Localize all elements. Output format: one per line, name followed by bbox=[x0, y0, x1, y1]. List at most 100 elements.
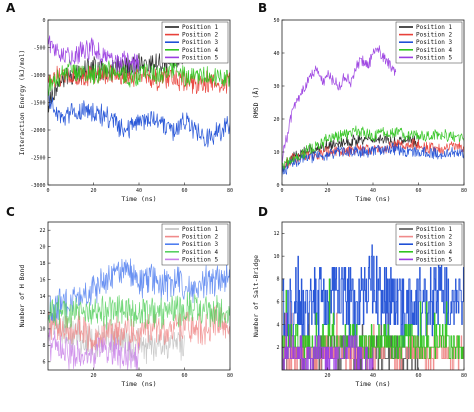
x-axis-label: Time (ns) bbox=[121, 195, 156, 203]
x-tick-label: 60 bbox=[415, 188, 421, 194]
y-tick-label: 0 bbox=[276, 183, 279, 189]
y-tick-label: 14 bbox=[39, 294, 45, 300]
x-tick-label: 20 bbox=[324, 373, 330, 379]
plot-area bbox=[282, 45, 464, 177]
y-tick-label: 22 bbox=[39, 228, 45, 234]
x-tick-label: 40 bbox=[370, 373, 376, 379]
y-tick-label: 8 bbox=[42, 343, 45, 349]
legend-label: Position 4 bbox=[182, 47, 219, 54]
y-tick-label: 10 bbox=[273, 254, 279, 260]
x-axis-label: Time (ns) bbox=[355, 380, 390, 388]
legend-label: Position 1 bbox=[416, 226, 453, 233]
series-line-3 bbox=[282, 244, 464, 348]
x-tick-label: 40 bbox=[136, 373, 142, 379]
series-line-4 bbox=[48, 291, 230, 330]
y-tick-label: 30 bbox=[273, 84, 279, 90]
y-tick-label: 4 bbox=[276, 322, 279, 328]
series-line-3 bbox=[48, 91, 230, 148]
panel-letter: B bbox=[258, 1, 267, 15]
legend-label: Position 3 bbox=[416, 241, 453, 248]
x-tick-label: 60 bbox=[181, 188, 187, 194]
y-tick-label: 10 bbox=[39, 327, 45, 333]
x-tick-label: 80 bbox=[227, 373, 233, 379]
y-tick-label: -2500 bbox=[30, 155, 45, 161]
x-tick-label: 80 bbox=[461, 188, 467, 194]
x-tick-label: 40 bbox=[136, 188, 142, 194]
panel-b: B 0 20 40 60 80 0 10 20 30 40 50 Time (ns) RMSD (Å) Po… bbox=[251, 1, 467, 203]
y-tick-label: 20 bbox=[39, 244, 45, 250]
series-line-5 bbox=[48, 328, 140, 370]
plot-area bbox=[282, 244, 464, 370]
x-tick-label: 0 bbox=[46, 188, 49, 194]
y-tick-label: 8 bbox=[276, 277, 279, 283]
legend-label: Position 5 bbox=[182, 54, 219, 61]
y-tick-label: 20 bbox=[273, 117, 279, 123]
panel-a: A 0 20 40 60 80 0 -500 -1000 -1500 -2000 -2500 -3000… bbox=[6, 1, 233, 203]
x-tick-label: 20 bbox=[324, 188, 330, 194]
y-tick-label: 12 bbox=[39, 310, 45, 316]
y-tick-label: 50 bbox=[273, 18, 279, 24]
legend-label: Position 1 bbox=[416, 24, 453, 31]
y-tick-label: 6 bbox=[276, 299, 279, 305]
panel-letter: C bbox=[6, 205, 15, 219]
x-tick-label: 20 bbox=[90, 373, 96, 379]
y-tick-label: -2000 bbox=[30, 128, 45, 134]
x-tick-label: 0 bbox=[280, 188, 283, 194]
legend-label: Position 4 bbox=[416, 47, 453, 54]
y-tick-label: -1000 bbox=[30, 73, 45, 79]
x-axis-label: Time (ns) bbox=[121, 380, 156, 388]
panel-c: C 20 40 60 80 6 8 10 12 14 16 18 20 22 Time (ns) Number… bbox=[6, 205, 233, 388]
series-line-5 bbox=[48, 35, 140, 75]
y-tick-label: 2 bbox=[276, 345, 279, 351]
x-tick-label: 60 bbox=[181, 373, 187, 379]
y-tick-label: 16 bbox=[39, 277, 45, 283]
y-tick-label: 0 bbox=[42, 18, 45, 24]
y-axis-label: Number of Salt-Bridge bbox=[252, 255, 260, 337]
plot-area bbox=[48, 258, 230, 370]
legend-label: Position 4 bbox=[416, 249, 453, 256]
panel-letter: A bbox=[6, 1, 16, 15]
x-tick-label: 40 bbox=[370, 188, 376, 194]
y-axis-label: Interaction Energy (kJ/mol) bbox=[18, 50, 26, 156]
legend-label: Position 5 bbox=[182, 256, 219, 263]
y-tick-label: 40 bbox=[273, 51, 279, 57]
legend-label: Position 2 bbox=[182, 32, 219, 39]
legend-label: Position 2 bbox=[416, 234, 453, 241]
series-line-4 bbox=[282, 278, 464, 360]
y-tick-label: -1500 bbox=[30, 100, 45, 106]
x-tick-label: 80 bbox=[227, 188, 233, 194]
legend-label: Position 2 bbox=[416, 32, 453, 39]
y-tick-label: -3000 bbox=[30, 183, 45, 189]
legend-label: Position 1 bbox=[182, 24, 219, 31]
series-line-4 bbox=[282, 125, 464, 170]
y-tick-label: 12 bbox=[273, 231, 279, 237]
panel-letter: D bbox=[258, 205, 268, 219]
legend-label: Position 4 bbox=[182, 249, 219, 256]
y-tick-label: 6 bbox=[42, 360, 45, 366]
legend-label: Position 2 bbox=[182, 234, 219, 241]
legend-label: Position 1 bbox=[182, 226, 219, 233]
legend-label: Position 5 bbox=[416, 54, 453, 61]
series-line-3 bbox=[48, 258, 230, 322]
x-tick-label: 20 bbox=[90, 188, 96, 194]
series-line-5 bbox=[282, 45, 397, 165]
x-tick-label: 80 bbox=[461, 373, 467, 379]
panel-d: D 20 40 60 80 2 4 6 8 10 12 Time (ns) Number of Salt… bbox=[252, 205, 467, 388]
legend-label: Position 5 bbox=[416, 256, 453, 263]
series-line-3 bbox=[282, 142, 464, 177]
plot-area bbox=[48, 35, 230, 148]
y-axis-label: RMSD (Å) bbox=[251, 87, 260, 118]
series-line-5 bbox=[282, 312, 374, 370]
y-tick-label: -500 bbox=[33, 45, 45, 51]
legend-label: Position 3 bbox=[182, 241, 219, 248]
y-tick-label: 10 bbox=[273, 150, 279, 156]
x-axis-label: Time (ns) bbox=[355, 195, 390, 203]
legend-label: Position 3 bbox=[416, 39, 453, 46]
y-tick-label: 18 bbox=[39, 261, 45, 267]
legend-label: Position 3 bbox=[182, 39, 219, 46]
x-tick-label: 60 bbox=[415, 373, 421, 379]
